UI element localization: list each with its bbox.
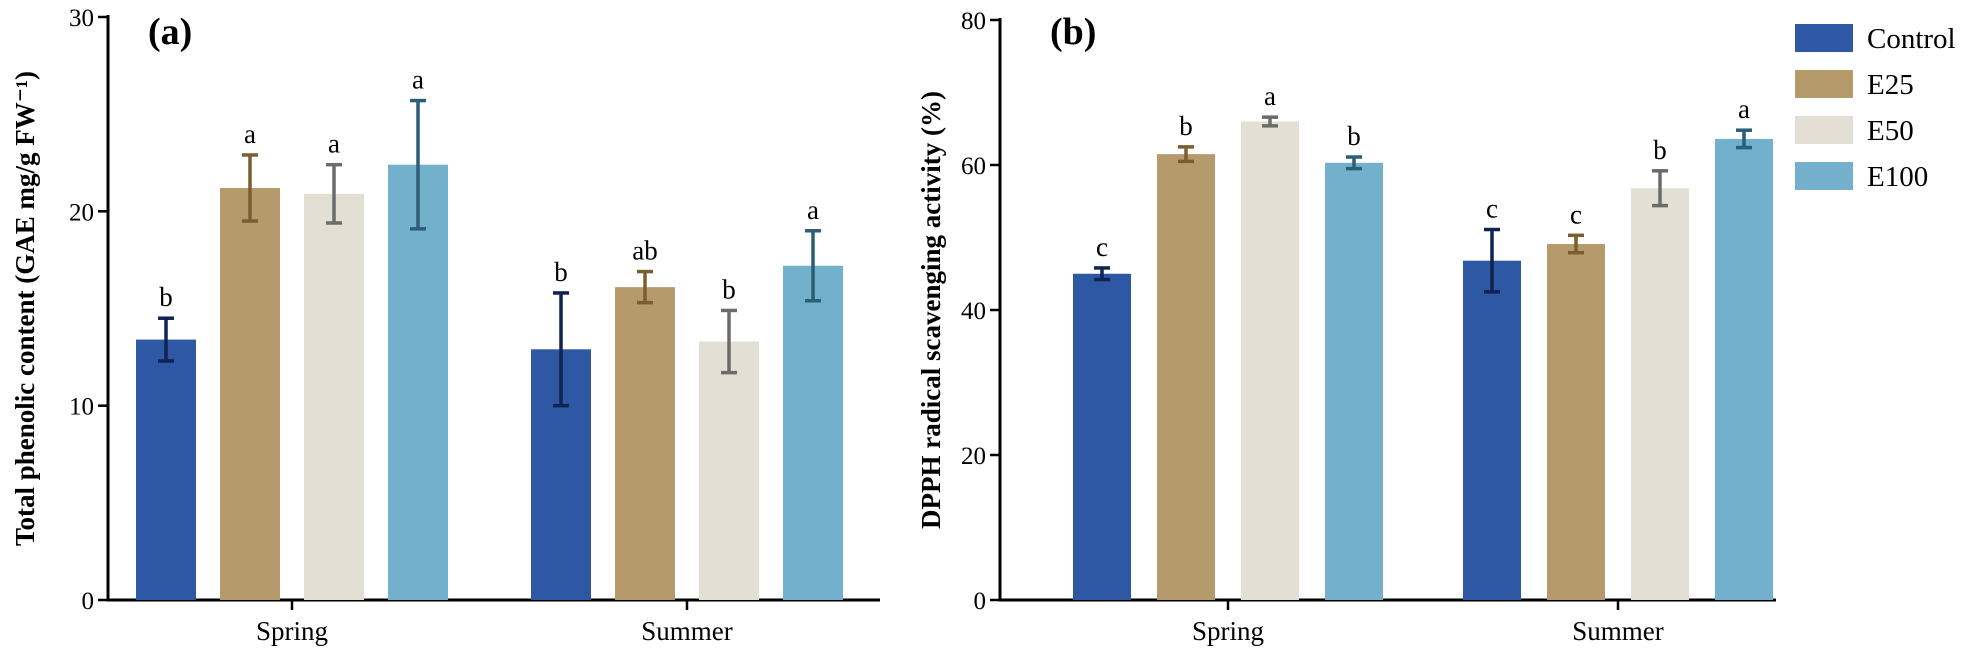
y-tick-label: 10 bbox=[69, 394, 94, 421]
significance-letter: a bbox=[244, 119, 256, 149]
x-tick-label: Summer bbox=[641, 616, 733, 646]
bar-e25 bbox=[615, 287, 675, 600]
y-tick-label: 30 bbox=[69, 5, 94, 32]
bar-e50 bbox=[699, 341, 759, 600]
panel-b: (b) DPPH radical scavenging activity (%) 0… bbox=[916, 8, 1776, 646]
y-tick-label: 20 bbox=[69, 199, 94, 226]
bar-e25 bbox=[1157, 154, 1215, 600]
significance-letter: a bbox=[412, 65, 424, 95]
legend-swatch-e100 bbox=[1795, 162, 1853, 190]
y-tick-label: 20 bbox=[961, 443, 986, 470]
significance-letter: c bbox=[1096, 232, 1108, 262]
bar-e100 bbox=[783, 265, 843, 600]
significance-letter: c bbox=[1486, 194, 1498, 224]
significance-letter: a bbox=[1264, 81, 1276, 111]
bar-e50 bbox=[304, 193, 364, 601]
significance-letter: b bbox=[722, 274, 736, 304]
bar-control bbox=[1463, 260, 1521, 600]
y-tick-label: 40 bbox=[961, 298, 986, 325]
panel-label: (b) bbox=[1050, 11, 1096, 53]
bar-e25 bbox=[220, 188, 280, 600]
legend-swatch-e25 bbox=[1795, 70, 1853, 98]
y-tick-label: 0 bbox=[974, 588, 987, 615]
legend-label-control: Control bbox=[1867, 23, 1956, 55]
legend-label-e25: E25 bbox=[1867, 69, 1914, 101]
x-tick-label: Spring bbox=[256, 616, 328, 646]
significance-letter: a bbox=[328, 129, 340, 159]
significance-letter: b bbox=[1653, 135, 1667, 165]
bar-e100 bbox=[1325, 162, 1383, 600]
significance-letter: b bbox=[1179, 111, 1193, 141]
y-axis-label: DPPH radical scavenging activity (%) bbox=[916, 91, 946, 529]
legend-label-e100: E100 bbox=[1867, 161, 1928, 193]
legend: Control E25 E50 E100 bbox=[1795, 23, 1956, 193]
bar-e50 bbox=[1241, 121, 1299, 600]
y-tick-label: 60 bbox=[961, 153, 986, 180]
x-tick-label: Summer bbox=[1572, 616, 1664, 646]
significance-letter: b bbox=[1347, 121, 1361, 151]
significance-letter: ab bbox=[632, 236, 657, 266]
significance-letter: b bbox=[159, 282, 173, 312]
significance-letter: a bbox=[807, 195, 819, 225]
y-tick-label: 0 bbox=[82, 588, 95, 615]
legend-swatch-e50 bbox=[1795, 116, 1853, 144]
significance-letter: c bbox=[1570, 199, 1582, 229]
y-tick-label: 80 bbox=[961, 8, 986, 35]
panel-label: (a) bbox=[148, 11, 192, 53]
significance-letter: a bbox=[1738, 94, 1750, 124]
panel-a: (a) Total phenolic content (GAE mg/g FW⁻¹… bbox=[10, 5, 880, 646]
bar-e100 bbox=[388, 164, 448, 600]
bar-e50 bbox=[1631, 188, 1689, 600]
bar-control bbox=[1073, 273, 1131, 600]
x-tick-label: Spring bbox=[1192, 616, 1264, 646]
bar-control bbox=[136, 339, 196, 600]
legend-label-e50: E50 bbox=[1867, 115, 1914, 147]
y-axis-label: Total phenolic content (GAE mg/g FW⁻¹) bbox=[10, 71, 40, 546]
significance-letter: b bbox=[554, 257, 568, 287]
bar-e25 bbox=[1547, 244, 1605, 600]
legend-swatch-control bbox=[1795, 24, 1853, 52]
bar-e100 bbox=[1715, 138, 1773, 600]
